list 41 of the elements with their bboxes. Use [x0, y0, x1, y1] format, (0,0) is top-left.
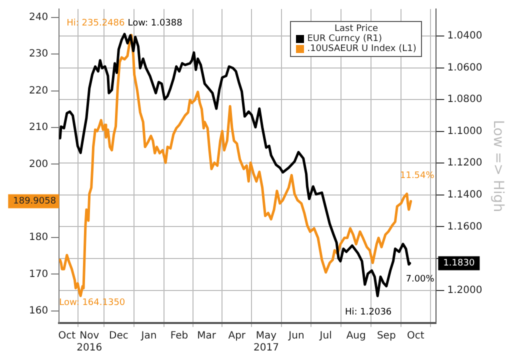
y2-tick-label: 1.0600	[447, 62, 482, 74]
annotation: Hi: 1.2036	[345, 307, 392, 318]
text: 1.1830	[443, 258, 475, 269]
x-tick-label: Nov 2016	[76, 330, 102, 354]
x-tick-label: Jul	[318, 330, 332, 342]
annotation: Hi: 235.2486	[66, 18, 126, 28]
y-tick-label: 220	[28, 85, 48, 96]
legend-title: Last Price	[334, 24, 380, 34]
x-tick-label: Jan	[140, 330, 157, 342]
y2-tick-label: 1.1000	[447, 126, 482, 137]
y2-tick-label: 1.2000	[447, 284, 482, 296]
x-tick-label: Mar	[197, 330, 217, 342]
legend-label: .10USAEUR U Index (L1)	[307, 44, 416, 54]
y2-tick-label: 1.1400	[447, 190, 482, 201]
x-tick-label: Dec	[109, 330, 128, 342]
y2-tick-label: 1.1200	[447, 158, 482, 169]
x-tick-label: Apr	[228, 330, 246, 342]
x-tick-label: Sep	[376, 330, 396, 342]
y-tick-label: 230	[28, 48, 48, 60]
y2-axis-title: Low => High	[490, 120, 506, 212]
y-tick-label: 170	[28, 268, 48, 280]
y2-tick-label: 1.0800	[447, 94, 482, 106]
y2-tick-label: 1.1600	[447, 221, 482, 232]
text: 189.9058	[13, 196, 56, 207]
x-tick-label: Oct	[407, 330, 424, 342]
y-tick-label: 200	[28, 158, 48, 170]
x-tick-label: May 2017	[253, 330, 279, 354]
x-tick-label: Feb	[170, 330, 188, 342]
y-tick-label: 180	[28, 232, 48, 244]
annotation: 7.00%	[406, 274, 435, 284]
y2-tick-label: 1.0400	[447, 30, 482, 42]
x-tick-label: Aug	[346, 330, 366, 342]
legend-label: EUR Curncy (R1)	[307, 34, 382, 44]
x-tick-label: Oct	[58, 330, 76, 342]
annotation: 11.54%	[400, 170, 435, 181]
y-tick-label: 160	[28, 305, 48, 316]
annotation: Low: 164.1350	[59, 298, 126, 308]
annotation: Low: 1.0388	[128, 18, 183, 28]
y-tick-label: 240	[28, 12, 48, 24]
y-tick-label: 210	[28, 122, 48, 134]
x-tick-label: Jun	[288, 330, 304, 342]
